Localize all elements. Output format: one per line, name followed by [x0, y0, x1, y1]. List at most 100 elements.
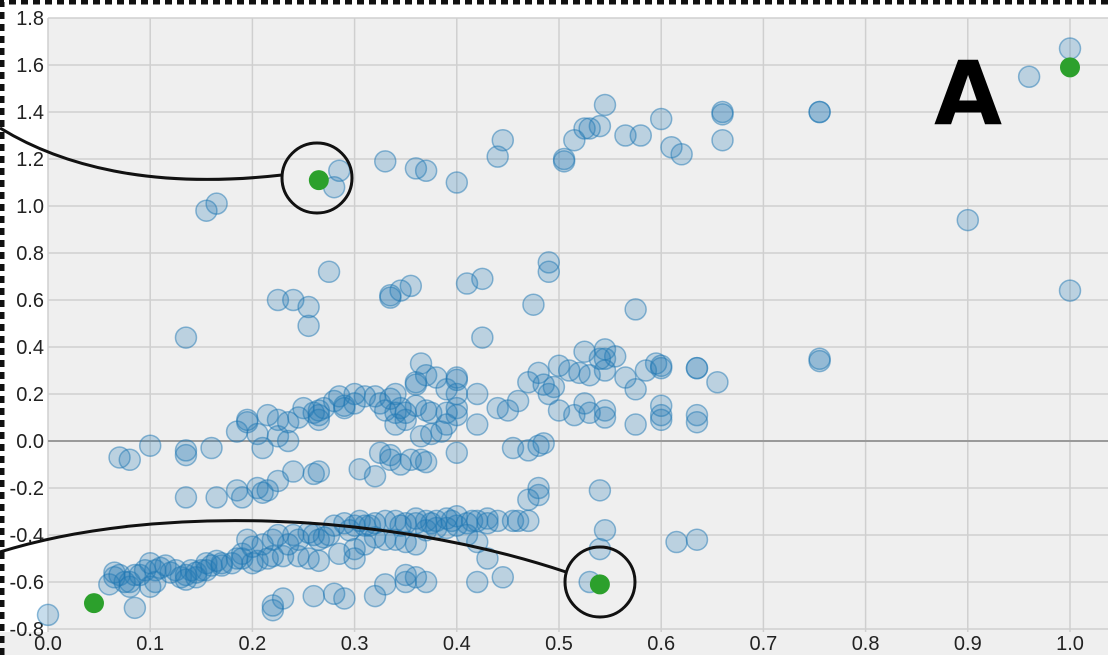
data-point: [593, 359, 617, 382]
highlight-point: [1060, 57, 1080, 78]
data-point: [588, 114, 612, 138]
data-point: [236, 528, 259, 551]
data-point: [506, 389, 530, 413]
data-point: [685, 528, 709, 551]
y-tick-label: 1.6: [16, 55, 44, 77]
x-tick-label: 0.1: [136, 633, 164, 655]
highlight-point: [83, 593, 104, 614]
annotations: [0, 126, 637, 619]
y-tick-label: 1.8: [16, 8, 44, 30]
y-tick-labels: -0.8-0.6-0.4-0.20.00.20.40.60.81.01.21.4…: [10, 8, 44, 641]
data-point: [593, 93, 617, 117]
x-tick-label: 0.9: [954, 633, 982, 655]
data-point: [307, 549, 331, 573]
data-point: [588, 479, 612, 502]
data-point: [271, 544, 295, 568]
data-point: [409, 352, 433, 375]
data-point: [593, 519, 617, 542]
y-tick-label: -0.2: [10, 478, 44, 500]
data-point: [517, 488, 540, 511]
data-point: [1058, 37, 1082, 60]
data-point: [409, 425, 433, 448]
highlight-point: [308, 170, 329, 191]
data-point: [200, 436, 223, 460]
x-tick-labels: 0.0 0.1 0.2 0.3 0.4 0.5 0.6 0.7 0.8 0.9 1.0: [34, 633, 1084, 655]
data-point: [384, 413, 407, 436]
data-point: [414, 159, 438, 182]
data-point: [685, 356, 709, 380]
data-point: [542, 375, 566, 399]
data-point: [465, 570, 489, 594]
callout-circle-lower: [563, 545, 637, 619]
data-point: [491, 128, 515, 152]
x-tick-label: 0.5: [545, 633, 573, 655]
x-tick-label: 0.7: [749, 633, 777, 655]
data-point: [808, 100, 831, 124]
data-point: [501, 436, 525, 460]
data-point: [174, 326, 198, 349]
x-tick-label: 0.3: [341, 633, 369, 655]
data-point: [614, 124, 637, 147]
data-point: [665, 530, 688, 554]
data-point: [103, 566, 126, 589]
callout-circle-upper: [280, 141, 354, 215]
grid-lines: [47, 17, 1108, 632]
data-point: [649, 356, 673, 380]
x-tick-label: 0.8: [852, 633, 880, 655]
data-point: [174, 439, 198, 462]
data-point: [302, 584, 325, 608]
data-point: [465, 382, 489, 406]
x-tick-label: 0.2: [238, 633, 266, 655]
data-point: [1058, 279, 1082, 302]
callout-curve-upper: [0, 126, 283, 181]
data-point: [205, 486, 228, 509]
data-point: [471, 267, 494, 291]
data-points: [36, 37, 1082, 627]
data-point: [537, 251, 561, 274]
data-point: [522, 293, 545, 316]
data-point: [445, 171, 469, 194]
data-point: [685, 403, 709, 427]
data-point: [956, 208, 980, 232]
x-tick-label: 0.6: [647, 633, 675, 655]
data-point: [711, 100, 734, 124]
data-point: [36, 603, 60, 627]
data-point: [552, 147, 576, 171]
data-point: [706, 371, 729, 394]
highlight-point: [589, 574, 610, 595]
data-point: [138, 434, 162, 457]
x-axis-strip: [0, 632, 1108, 655]
data-point: [174, 443, 198, 467]
data-point: [297, 295, 320, 319]
y-tick-label: 0.8: [16, 243, 44, 265]
data-point: [404, 373, 428, 396]
x-tick-label: 0.0: [34, 633, 62, 655]
data-point: [649, 408, 673, 432]
data-point: [374, 150, 397, 173]
data-point: [808, 349, 831, 373]
callout-curve-lower: [0, 519, 567, 574]
data-point: [374, 573, 397, 596]
data-point: [465, 413, 489, 436]
data-point: [103, 561, 126, 584]
x-axis-band: [0, 632, 1108, 655]
data-point: [537, 260, 561, 284]
data-point: [670, 143, 693, 166]
data-point: [629, 124, 653, 147]
x-tick-label: 0.4: [443, 633, 471, 655]
data-point: [205, 192, 228, 215]
data-point: [348, 457, 371, 481]
y-tick-label: -0.8: [10, 619, 44, 641]
highlighted-points: [83, 57, 1080, 614]
data-point: [225, 479, 249, 502]
data-point: [256, 403, 279, 427]
y-tick-label: 1.4: [16, 102, 44, 124]
y-tick-label: 0.2: [16, 384, 44, 406]
data-point: [624, 298, 647, 321]
data-point: [517, 371, 540, 394]
data-point: [711, 128, 734, 152]
y-tick-label: 0.4: [16, 337, 44, 359]
data-point: [445, 396, 469, 420]
